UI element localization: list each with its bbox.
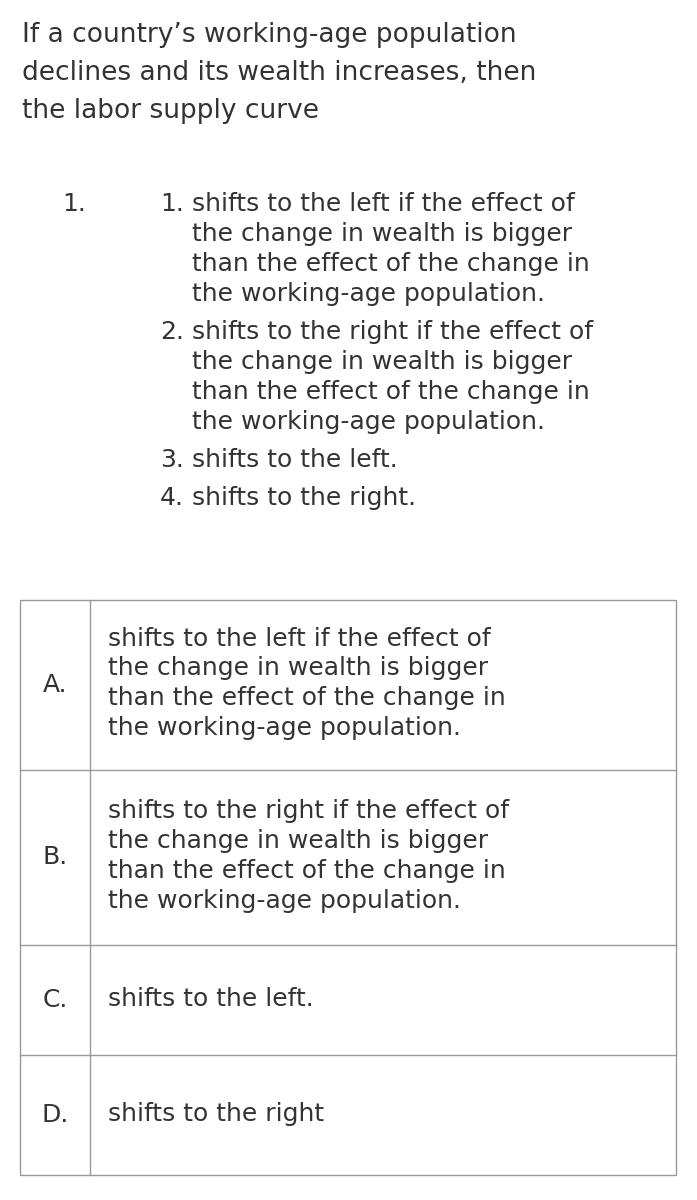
Text: the labor supply curve: the labor supply curve — [22, 98, 319, 124]
Text: shifts to the left if the effect of: shifts to the left if the effect of — [108, 626, 491, 650]
Text: the change in wealth is bigger: the change in wealth is bigger — [108, 829, 488, 853]
Text: than the effect of the change in: than the effect of the change in — [108, 859, 506, 883]
Text: the change in wealth is bigger: the change in wealth is bigger — [192, 222, 572, 246]
Text: declines and its wealth increases, then: declines and its wealth increases, then — [22, 60, 537, 86]
Text: B.: B. — [43, 846, 68, 870]
Text: than the effect of the change in: than the effect of the change in — [108, 686, 506, 710]
Text: shifts to the right: shifts to the right — [108, 1102, 324, 1126]
Text: 4.: 4. — [160, 486, 184, 510]
Text: the change in wealth is bigger: the change in wealth is bigger — [192, 350, 572, 374]
Text: the working-age population.: the working-age population. — [192, 282, 545, 306]
Text: shifts to the right if the effect of: shifts to the right if the effect of — [108, 799, 509, 823]
Text: the working-age population.: the working-age population. — [192, 410, 545, 434]
Text: 2.: 2. — [160, 320, 184, 344]
Bar — [20, 600, 676, 1175]
Text: than the effect of the change in: than the effect of the change in — [192, 252, 590, 276]
Text: the change in wealth is bigger: the change in wealth is bigger — [108, 656, 488, 680]
Text: than the effect of the change in: than the effect of the change in — [192, 380, 590, 404]
Text: 1.: 1. — [62, 192, 86, 216]
Text: C.: C. — [43, 988, 68, 1012]
Text: the working-age population.: the working-age population. — [108, 716, 461, 740]
Text: the working-age population.: the working-age population. — [108, 889, 461, 913]
Text: shifts to the left if the effect of: shifts to the left if the effect of — [192, 192, 575, 216]
Text: 3.: 3. — [160, 448, 184, 472]
Text: D.: D. — [41, 1103, 69, 1127]
Text: 1.: 1. — [160, 192, 184, 216]
Text: If a country’s working-age population: If a country’s working-age population — [22, 22, 516, 48]
Text: A.: A. — [43, 673, 68, 697]
Text: shifts to the left.: shifts to the left. — [108, 986, 314, 1010]
Text: shifts to the right.: shifts to the right. — [192, 486, 416, 510]
Text: shifts to the left.: shifts to the left. — [192, 448, 398, 472]
Text: shifts to the right if the effect of: shifts to the right if the effect of — [192, 320, 593, 344]
